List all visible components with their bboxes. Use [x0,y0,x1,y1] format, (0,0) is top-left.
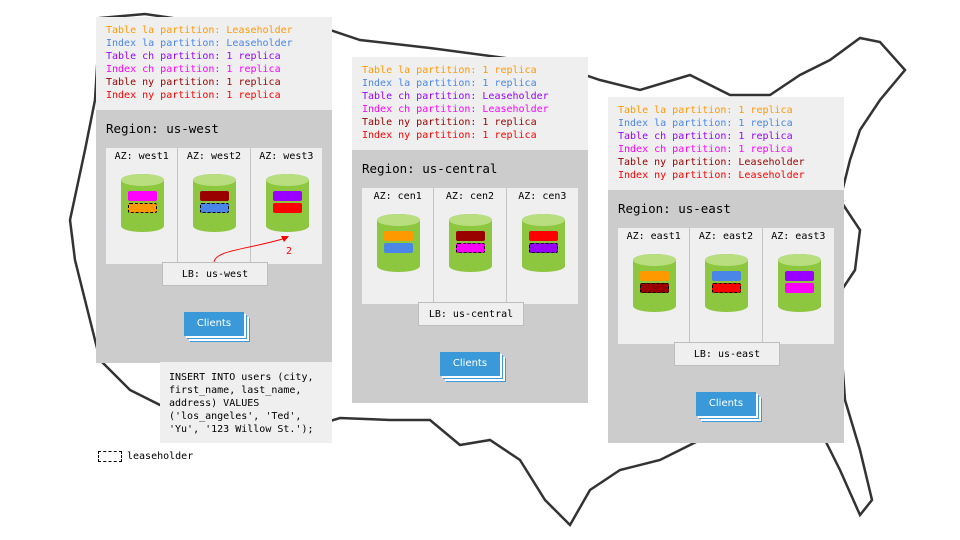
load-balancer: LB: us-east [674,342,780,366]
partition-line: Index la partition: 1 replica [618,118,793,129]
region-us-east: Region: us-east AZ: east1 AZ: east2 AZ: eas… [608,190,844,443]
legend-label: leaseholder [127,451,194,462]
az-label: AZ: east2 [698,231,754,242]
region-title: Region: us-central [362,161,498,176]
availability-zone: AZ: east2 [690,228,763,344]
partition-line: Index ny partition: 1 replica [106,90,281,101]
partition-info-us-west: Table la partition: Leaseholder Index la … [96,17,332,110]
partition-line: Table ch partition: 1 replica [618,131,793,142]
database-node-icon [121,174,164,232]
partition-line: Index la partition: 1 replica [362,78,537,89]
partition-line: Table ny partition: 1 replica [106,77,281,88]
leaseholder-replica [528,243,558,253]
leaseholder-replica [128,203,157,213]
replica [640,271,669,281]
sql-statement: INSERT INTO users (city, first_name, las… [160,362,332,443]
replica [784,271,814,281]
az-label: AZ: west2 [186,151,242,162]
replica [272,191,302,201]
replica [456,231,486,241]
region-title: Region: us-east [618,201,731,216]
partition-line: Table ny partition: Leaseholder [618,157,805,168]
clients-button[interactable]: Clients [184,312,244,336]
replica [200,191,230,201]
arrow-label: 2 [286,246,293,257]
az-label: AZ: east3 [771,231,826,242]
partition-info-us-central: Table la partition: 1 replica Index la pa… [352,57,588,150]
leaseholder-replica [200,203,230,213]
availability-zone: AZ: west1 [106,148,179,264]
database-node-icon [377,214,420,272]
database-node-icon [633,254,676,312]
database-node-icon [777,254,821,312]
database-node-icon [449,214,493,272]
region-us-central: Region: us-central AZ: cen1 AZ: cen2 AZ: ce… [352,150,588,403]
availability-zone: AZ: cen1 [362,188,435,304]
partition-line: Table ch partition: Leaseholder [362,91,549,102]
az-label: AZ: east1 [626,231,681,242]
availability-zone: AZ: west2 [178,148,251,264]
az-label: AZ: cen2 [445,191,495,202]
replica [272,203,302,213]
database-node-icon [705,254,749,312]
leaseholder-replica [712,283,742,293]
replica [384,243,413,253]
replica [712,271,742,281]
availability-zone: AZ: cen2 [434,188,507,304]
replica [784,283,814,293]
availability-zone: AZ: east3 [762,228,834,344]
load-balancer: LB: us-west [162,262,268,286]
az-label: AZ: west3 [259,151,314,162]
clients-button[interactable]: Clients [440,352,500,376]
availability-zone: AZ: cen3 [506,188,578,304]
partition-line: Table la partition: 1 replica [362,65,537,76]
az-label: AZ: west1 [114,151,169,162]
region-us-west: Region: us-west AZ: west1 AZ: west2 AZ: wes… [96,110,332,363]
partition-line: Index ch partition: Leaseholder [362,104,549,115]
leaseholder-replica [640,283,669,293]
availability-zone: AZ: east1 [618,228,691,344]
replica [128,191,157,201]
database-node-icon [265,174,309,232]
partition-line: Table la partition: 1 replica [618,105,793,116]
replica [528,231,558,241]
request-arrow [213,236,289,263]
legend: leaseholder [98,451,193,462]
replica [384,231,413,241]
partition-line: Index ny partition: Leaseholder [618,170,805,181]
partition-line: Index ch partition: 1 replica [618,144,793,155]
load-balancer: LB: us-central [418,302,524,326]
leaseholder-replica [456,243,486,253]
database-node-icon [193,174,237,232]
clients-button[interactable]: Clients [696,392,756,416]
az-label: AZ: cen1 [373,191,422,202]
leaseholder-legend-swatch [98,451,122,462]
region-title: Region: us-west [106,121,219,136]
partition-line: Index la partition: Leaseholder [106,38,293,49]
partition-line: Index ny partition: 1 replica [362,130,537,141]
availability-zone: AZ: west3 [250,148,322,264]
database-node-icon [521,214,565,272]
partition-line: Table la partition: Leaseholder [106,25,293,36]
partition-line: Table ny partition: 1 replica [362,117,537,128]
partition-info-us-east: Table la partition: 1 replica Index la pa… [608,97,844,190]
partition-line: Table ch partition: 1 replica [106,51,281,62]
partition-line: Index ch partition: 1 replica [106,64,281,75]
az-label: AZ: cen3 [518,191,567,202]
